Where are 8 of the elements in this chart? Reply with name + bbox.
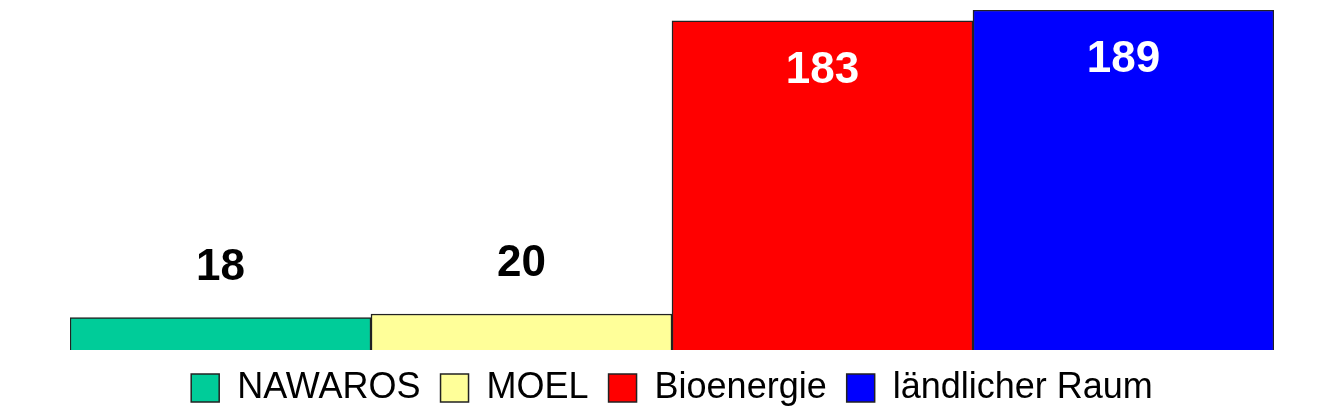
data-label: 189 — [1086, 32, 1161, 82]
data-label: 20 — [497, 236, 546, 286]
legend-label: Bioenergie — [654, 364, 827, 406]
legend-label: ländlicher Raum — [892, 364, 1153, 406]
legend-label: MOEL — [486, 364, 589, 406]
legend-label: NAWAROS — [237, 364, 421, 406]
data-label: 183 — [785, 42, 860, 92]
data-label: 18 — [196, 239, 245, 289]
